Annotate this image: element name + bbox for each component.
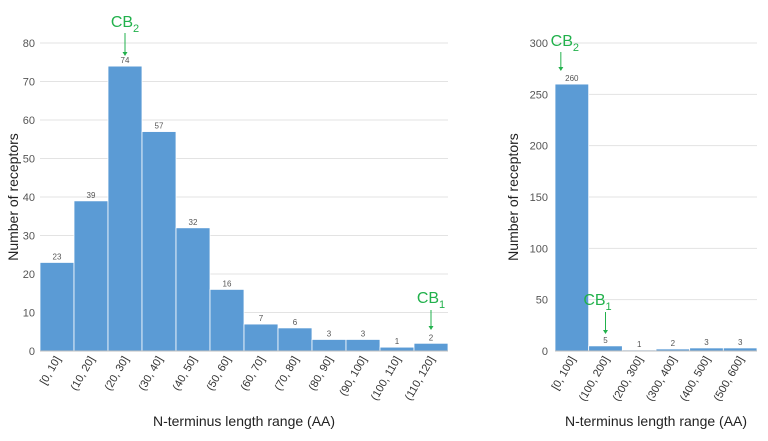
data-label: 3 <box>361 329 366 338</box>
y-tick-label: 70 <box>23 77 35 89</box>
data-label: 6 <box>293 318 298 327</box>
annotation-subscript: 2 <box>573 42 579 54</box>
annotation-base-text: CB <box>111 14 133 31</box>
x-tick-label: (10, 20] <box>69 355 98 393</box>
annotation-label: CB2 <box>551 33 579 54</box>
annotation-arrow-head <box>558 67 564 71</box>
x-tick-label: (30, 40] <box>137 355 166 393</box>
x-tick-label: (100, 110] <box>369 355 404 403</box>
data-label: 2 <box>671 339 676 348</box>
y-axis-title: Number of receptors <box>5 133 21 261</box>
data-label: 1 <box>395 337 400 346</box>
y-tick-label: 0 <box>29 346 35 358</box>
y-tick-label: 20 <box>23 269 35 281</box>
bar <box>39 262 75 352</box>
x-tick-label: (500, 600] <box>712 355 747 404</box>
annotation-label: CB1 <box>583 292 611 313</box>
bar <box>175 227 211 352</box>
bar <box>209 288 245 352</box>
annotation-arrow-head <box>428 326 434 330</box>
annotation-label: CB1 <box>417 290 445 311</box>
y-axis-title: Number of receptors <box>505 133 521 261</box>
annotation-base-text: CB <box>583 292 605 309</box>
data-label: 57 <box>155 122 164 131</box>
bar <box>554 83 590 352</box>
x-tick-label: (110, 120] <box>403 355 438 403</box>
y-tick-label: 50 <box>536 295 548 307</box>
x-axis-title: N-terminus length range (AA) <box>565 413 747 429</box>
data-label: 74 <box>121 56 130 65</box>
data-label: 7 <box>259 314 264 323</box>
annotation-base-text: CB <box>417 290 439 307</box>
y-tick-label: 0 <box>542 346 548 358</box>
data-label: 1 <box>637 340 642 349</box>
x-tick-label: (20, 30] <box>103 355 132 393</box>
data-label: 32 <box>189 218 198 227</box>
bar <box>73 200 109 352</box>
chart-right: 0 50 100 150 200 250 300 260 [0, 100] 5 (100, 200]… <box>505 33 758 429</box>
data-label: 16 <box>223 279 232 288</box>
y-tick-label: 80 <box>23 38 35 50</box>
y-tick-label: 250 <box>530 89 548 101</box>
bar <box>345 339 381 352</box>
x-tick-label: (100, 200] <box>577 355 612 404</box>
data-label: 260 <box>565 74 579 83</box>
data-label: 3 <box>738 338 743 347</box>
x-tick-label: (200, 300] <box>611 355 646 404</box>
bar <box>588 345 623 352</box>
y-tick-label: 150 <box>530 192 548 204</box>
y-tick-label: 30 <box>23 231 35 243</box>
x-tick-label: (60, 70] <box>239 355 268 393</box>
x-tick-label: (70, 80] <box>273 355 302 393</box>
y-tick-label: 40 <box>23 192 35 204</box>
x-tick-label: (40, 50] <box>171 355 200 393</box>
data-label: 2 <box>429 333 434 342</box>
data-label: 23 <box>53 252 62 261</box>
annotation-label: CB2 <box>111 14 139 35</box>
bar <box>311 339 347 352</box>
data-label: 3 <box>327 329 332 338</box>
x-tick-label: [0, 10] <box>38 355 64 387</box>
annotation-subscript: 2 <box>133 23 139 35</box>
data-label: 5 <box>603 336 608 345</box>
bar <box>413 342 449 352</box>
bar <box>141 131 177 352</box>
bar <box>277 327 313 352</box>
y-tick-label: 100 <box>530 243 548 255</box>
x-tick-label: (400, 500] <box>678 355 713 404</box>
y-tick-label: 50 <box>23 154 35 166</box>
bar <box>379 346 415 352</box>
x-tick-label: (50, 60] <box>205 355 234 393</box>
bar <box>243 323 279 352</box>
y-tick-label: 200 <box>530 141 548 153</box>
annotation-arrow-head <box>603 330 608 334</box>
annotation-subscript: 1 <box>606 301 612 313</box>
x-tick-label: (300, 400] <box>644 355 679 404</box>
y-tick-label: 10 <box>23 308 35 320</box>
y-tick-label: 60 <box>23 115 35 127</box>
x-tick-label: (90, 100] <box>337 355 369 399</box>
bar <box>107 65 143 352</box>
data-label: 3 <box>704 338 709 347</box>
annotation-subscript: 1 <box>439 299 445 311</box>
x-tick-label: (80, 90] <box>307 355 336 393</box>
x-axis-title: N-terminus length range (AA) <box>153 413 335 429</box>
annotation-arrow-head <box>122 52 128 56</box>
annotation-base-text: CB <box>551 33 573 50</box>
y-tick-label: 300 <box>530 38 548 50</box>
x-tick-label: [0, 100] <box>550 355 579 393</box>
data-label: 39 <box>87 191 96 200</box>
